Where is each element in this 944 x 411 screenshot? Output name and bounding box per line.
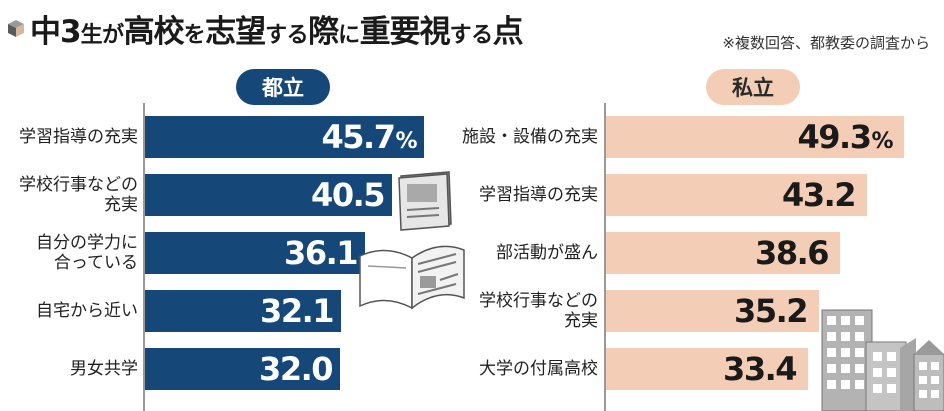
data-label: 40.5 (145, 174, 385, 216)
title-part: 中3 (30, 14, 82, 50)
private-school-heading: 私立 (706, 69, 800, 105)
data-label-value: 32.1 (260, 292, 334, 330)
category-label-line: 部活動が盛ん (496, 243, 598, 263)
category-label-line: 学校行事などの (19, 175, 138, 195)
category-label-line: 学校行事などの (479, 291, 598, 311)
bar (606, 116, 904, 158)
title-part: 重要視 (359, 14, 451, 50)
source-note: ※複数回答、都教委の調査から (722, 34, 930, 52)
bar (606, 348, 808, 390)
bar (145, 174, 392, 216)
data-label-value: 38.6 (755, 234, 829, 272)
chart-title: 中3生が高校を志望する際に重要視する点 (6, 6, 524, 51)
cube-icon (8, 20, 24, 37)
title-part: 生が (80, 23, 125, 48)
bar (145, 232, 365, 274)
title-part: 点 (492, 14, 524, 50)
data-label-value: 36.1 (284, 234, 358, 272)
public-school-heading: 都立 (236, 69, 330, 105)
data-label: 38.6 (606, 232, 829, 274)
data-label-value: 49.3 (797, 118, 872, 156)
category-label-line: 自分の学力に (36, 233, 138, 253)
open-book-icon (359, 245, 465, 310)
category-label-line: 合っている (53, 253, 138, 273)
data-label: 32.0 (145, 348, 333, 390)
bar (606, 174, 867, 216)
category-label-line: 充実 (104, 195, 138, 215)
booklet-icon (398, 171, 452, 231)
data-label-value: 45.7 (321, 118, 396, 156)
data-label: 36.1 (145, 232, 358, 274)
category-label-line: 学習指導の充実 (479, 185, 598, 205)
title-part: 志望 (205, 14, 266, 50)
data-label-value: 35.2 (734, 292, 808, 330)
bar (145, 348, 340, 390)
title-part: を (183, 23, 206, 48)
data-label: 33.4 (606, 348, 797, 390)
category-label: 施設・設備の充実 (458, 116, 598, 158)
data-label-value: 40.5 (311, 176, 385, 214)
data-label: 32.1 (145, 290, 334, 332)
bar (606, 290, 819, 332)
title-part: 高校 (123, 14, 185, 50)
category-label: 男女共学 (0, 348, 138, 390)
data-label: 35.2 (606, 290, 808, 332)
data-label: 45.7% (145, 116, 418, 158)
private-axis-line (604, 103, 606, 411)
bar (145, 116, 424, 158)
percent-unit: % (871, 129, 893, 154)
bar (606, 232, 840, 274)
bar (145, 290, 341, 332)
data-label: 43.2 (606, 174, 856, 216)
title-part: に (338, 23, 360, 48)
category-label-line: 充実 (564, 311, 598, 331)
category-label: 学習指導の充実 (0, 116, 138, 158)
category-label: 学習指導の充実 (458, 174, 598, 216)
percent-unit: % (395, 129, 417, 154)
data-label-value: 33.4 (723, 350, 797, 388)
category-label: 学校行事などの 充実 (0, 174, 138, 216)
category-label: 自宅から近い (0, 290, 138, 332)
title-part: する (449, 23, 494, 48)
category-label-line: 施設・設備の充実 (462, 127, 598, 147)
category-label: 自分の学力に 合っている (0, 232, 138, 274)
category-label-line: 学習指導の充実 (19, 127, 138, 147)
data-label: 49.3% (606, 116, 894, 158)
category-label-line: 自宅から近い (36, 301, 138, 321)
category-label-line: 男女共学 (70, 359, 138, 379)
school-building-icon (821, 309, 944, 411)
public-axis-line (143, 103, 145, 411)
category-label: 大学の付属高校 (458, 348, 598, 390)
data-label-value: 32.0 (259, 350, 333, 388)
category-label-line: 大学の付属高校 (479, 359, 598, 379)
data-label-value: 43.2 (782, 176, 856, 214)
category-label: 部活動が盛ん (458, 232, 598, 274)
category-label: 学校行事などの 充実 (458, 290, 598, 332)
title-part: する (265, 23, 309, 48)
title-text: 中3生が高校を志望する際に重要視する点 (30, 6, 524, 51)
title-part: 際 (308, 14, 339, 50)
